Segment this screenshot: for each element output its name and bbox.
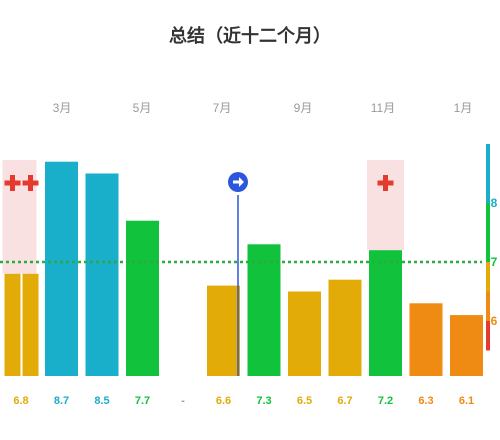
- value-label: 6.6: [216, 395, 231, 407]
- bar: [45, 161, 78, 376]
- medical-cross-icon: [22, 175, 39, 191]
- value-label: 7.2: [378, 395, 393, 407]
- value-label: 7.3: [256, 395, 271, 407]
- bar: [85, 173, 119, 376]
- scale-segment: [486, 321, 490, 351]
- scale-segment: [486, 291, 490, 321]
- value-label: 6.5: [297, 395, 312, 407]
- bar: [22, 273, 39, 376]
- medical-cross-icon: [4, 175, 21, 191]
- month-label: 1月: [454, 101, 473, 115]
- value-label: 6.8: [13, 395, 28, 407]
- value-label: 7.7: [135, 395, 150, 407]
- scale-segment: [486, 144, 490, 203]
- scale-segment: [486, 262, 490, 292]
- value-label: -: [181, 395, 185, 407]
- value-label: 6.3: [418, 395, 433, 407]
- bar: [369, 250, 402, 376]
- month-label: 7月: [213, 101, 232, 115]
- scale-tick-label: 8: [491, 196, 498, 210]
- bar: [450, 315, 483, 376]
- value-label: 6.1: [459, 395, 474, 407]
- medical-cross-icon: [377, 175, 394, 191]
- bar: [409, 303, 443, 376]
- bar: [288, 291, 321, 376]
- value-label: 8.5: [94, 395, 109, 407]
- arrow-right-circle-icon: [228, 172, 248, 192]
- value-label: 8.7: [54, 395, 69, 407]
- alert-highlight: [367, 160, 404, 251]
- month-label: 5月: [133, 101, 152, 115]
- bar: [247, 244, 281, 376]
- scale-tick-label: 6: [491, 314, 498, 328]
- chart-title: 总结（近十二个月）: [169, 26, 331, 46]
- bar: [207, 285, 240, 376]
- value-label: 6.7: [337, 395, 352, 407]
- bar: [126, 220, 159, 376]
- month-label: 11月: [371, 101, 395, 115]
- month-label: 9月: [294, 101, 313, 115]
- bar: [4, 273, 21, 376]
- bar: [328, 279, 362, 376]
- month-label: 3月: [53, 101, 72, 115]
- scale-tick-label: 7: [491, 255, 498, 269]
- scale-segment: [486, 203, 490, 262]
